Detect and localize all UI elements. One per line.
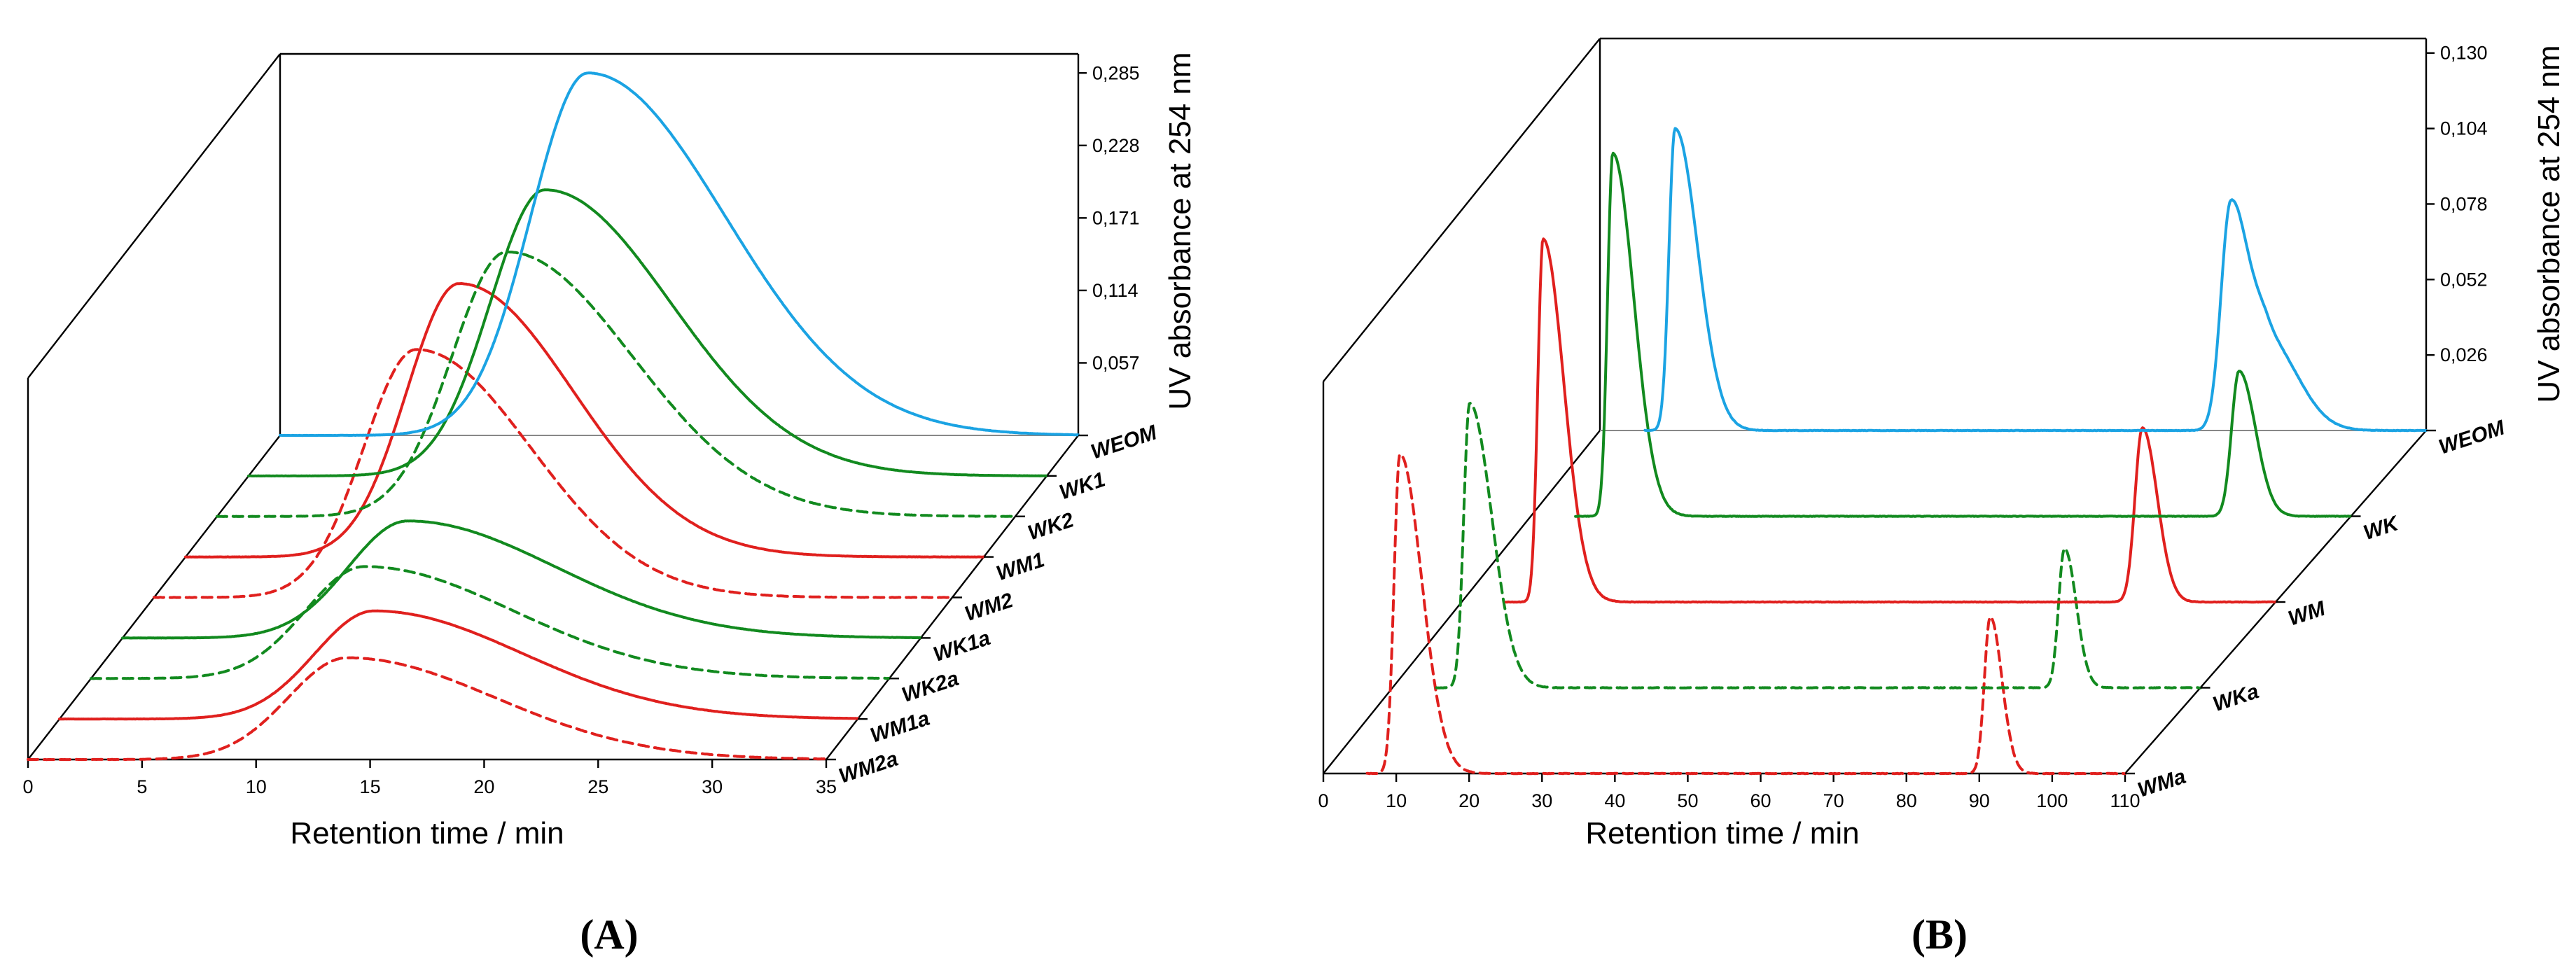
- x-tick-label: 30: [1531, 790, 1552, 811]
- y-ticks: 0,057 0,114 0,171 0,228 0,285: [1078, 62, 1140, 373]
- y-tick-label: 0,104: [2440, 118, 2488, 139]
- series-line-wk2a: [90, 565, 891, 680]
- x-tick-label: 110: [2110, 790, 2140, 811]
- series-label-wma: WMa: [2135, 765, 2189, 802]
- y-tick-label: 0,130: [2440, 43, 2488, 64]
- series-label-wm2a: WM2a: [836, 747, 901, 788]
- x-tick-label: 35: [816, 776, 837, 797]
- y-tick-label: 0,052: [2440, 269, 2488, 290]
- series-label-wk: WK: [2360, 512, 2402, 545]
- series-labels: WEOM WK WM WKa WMa: [2125, 416, 2508, 802]
- x-ticks: 0 10 20 30 40 50 60 70 80 90 100 110: [1318, 774, 2140, 811]
- series-label-wka: WKa: [2210, 680, 2262, 716]
- series-label-weom: WEOM: [1088, 421, 1160, 464]
- series-line-wk: [1574, 151, 2353, 518]
- x-ticks: 0 5 10 15 20 25 30 35: [22, 760, 837, 797]
- y-tick-label: 0,078: [2440, 193, 2488, 214]
- x-axis-title: Retention time / min: [290, 816, 564, 850]
- top-left-edge: [1323, 38, 1601, 382]
- series-line-wk1: [247, 188, 1048, 477]
- y-tick-label: 0,171: [1092, 207, 1140, 228]
- series-label-wk2a: WK2a: [899, 667, 961, 707]
- y-tick-label: 0,057: [1092, 352, 1140, 373]
- x-axis-title: Retention time / min: [1585, 816, 1859, 850]
- x-tick-label: 70: [1823, 790, 1844, 811]
- series-line-wm1a: [58, 609, 859, 721]
- series-line-wka: [1435, 402, 2202, 690]
- series-line-wk2: [216, 250, 1017, 518]
- series-label-wk2: WK2: [1025, 508, 1077, 545]
- series-label-wm1: WM1: [994, 548, 1047, 585]
- series-group: [27, 71, 1080, 762]
- x-tick-label: 25: [587, 776, 608, 797]
- x-tick-label: 20: [1458, 790, 1480, 811]
- y-tick-label: 0,114: [1092, 280, 1139, 301]
- y-axis-title: UV absorbance at 254 nm: [1163, 52, 1197, 410]
- axis-frame: [27, 52, 1080, 761]
- panel-a-chart: (A) 0 5 10 15 20 25 30 35 Retention time / min 0,…: [22, 52, 1197, 958]
- x-tick-label: 30: [702, 776, 723, 797]
- series-label-weom: WEOM: [2436, 416, 2508, 459]
- x-tick-label: 40: [1604, 790, 1625, 811]
- series-label-wm: WM: [2285, 596, 2329, 630]
- x-tick-label: 90: [1969, 790, 1990, 811]
- series-line-wk1a: [121, 519, 922, 640]
- panel-b-chart: (B) 0 10 20 30 40 50 60 70 80 90 100 110 Retention t…: [1318, 37, 2566, 958]
- x-tick-label: 100: [2036, 790, 2068, 811]
- y-tick-label: 0,026: [2440, 344, 2488, 365]
- series-group: [1365, 127, 2428, 776]
- series-line-weom: [1643, 127, 2428, 433]
- x-tick-label: 50: [1677, 790, 1698, 811]
- x-tick-label: 10: [246, 776, 267, 797]
- series-line-wm1: [184, 282, 985, 559]
- x-tick-label: 15: [360, 776, 381, 797]
- panel-b-plot: 0 10 20 30 40 50 60 70 80 90 100 110 Retention time …: [1318, 37, 2566, 850]
- panel-a-label: (A): [580, 911, 638, 958]
- series-label-wk1a: WK1a: [931, 626, 993, 666]
- top-left-edge: [27, 53, 281, 379]
- x-tick-label: 0: [22, 776, 33, 797]
- x-tick-label: 0: [1318, 790, 1328, 811]
- y-axis-title: UV absorbance at 254 nm: [2532, 45, 2566, 402]
- panel-b-label: (B): [1912, 911, 1968, 958]
- series-line-wma: [1365, 452, 2126, 776]
- series-line-weom: [279, 71, 1080, 438]
- x-tick-label: 5: [137, 776, 147, 797]
- x-tick-label: 20: [473, 776, 494, 797]
- axis-frame: [1322, 37, 2428, 775]
- x-tick-label: 60: [1750, 790, 1771, 811]
- series-label-wk1: WK1: [1057, 468, 1108, 505]
- series-label-wm1a: WM1a: [868, 707, 933, 748]
- x-tick-label: 80: [1896, 790, 1917, 811]
- series-line-wm: [1504, 237, 2277, 604]
- x-tick-label: 10: [1386, 790, 1407, 811]
- series-line-wm2a: [27, 656, 828, 762]
- series-line-wm2: [153, 348, 954, 599]
- y-ticks: 0,026 0,052 0,078 0,104 0,130: [2426, 43, 2488, 365]
- y-tick-label: 0,228: [1092, 135, 1140, 156]
- series-label-wm2: WM2: [962, 589, 1016, 626]
- y-tick-label: 0,285: [1092, 62, 1140, 83]
